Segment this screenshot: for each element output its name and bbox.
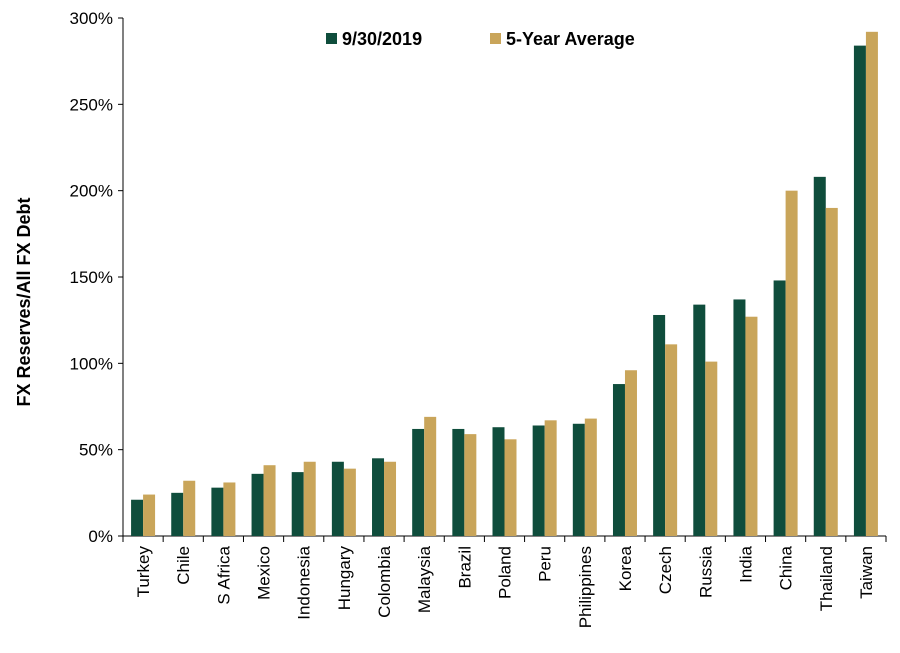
category-label-korea: Korea	[616, 545, 635, 591]
bar-current-mexico	[251, 473, 264, 536]
bar-current-philippines	[572, 423, 585, 536]
category-label-china: China	[777, 545, 796, 590]
bar-five-year-average-malaysia	[424, 416, 437, 536]
bar-five-year-average-philippines	[584, 418, 597, 536]
bar-five-year-average-russia	[705, 361, 718, 536]
bar-five-year-average-turkey	[143, 494, 156, 536]
bar-five-year-average-korea	[624, 370, 637, 536]
bar-current-indonesia	[291, 472, 304, 536]
bar-five-year-average-peru	[544, 420, 557, 536]
bar-five-year-average-czech	[665, 344, 678, 536]
category-label-czech: Czech	[656, 546, 675, 594]
bar-current-korea	[612, 384, 625, 536]
category-label-hungary: Hungary	[335, 546, 354, 611]
legend-swatch-5-year-average	[490, 33, 501, 44]
bar-five-year-average-thailand	[825, 207, 838, 536]
bar-current-china	[773, 280, 786, 536]
bar-five-year-average-s-africa	[223, 482, 236, 536]
legend: 9/30/2019 5-Year Average	[326, 29, 635, 49]
legend-label-9-30-2019: 9/30/2019	[342, 29, 422, 49]
y-axis-title: FX Reserves/All FX Debt	[14, 197, 34, 406]
category-label-thailand: Thailand	[817, 546, 836, 611]
y-tick-label: 0%	[88, 527, 113, 546]
bar-five-year-average-taiwan	[865, 31, 878, 537]
bar-five-year-average-china	[785, 190, 798, 536]
bar-current-brazil	[452, 428, 465, 536]
bar-current-russia	[693, 304, 706, 536]
category-label-mexico: Mexico	[255, 546, 274, 600]
category-label-poland: Poland	[496, 546, 515, 599]
y-tick-label: 300%	[70, 9, 113, 28]
category-label-philippines: Philippines	[576, 546, 595, 628]
y-tick-label: 250%	[70, 95, 113, 114]
y-axis: 0% 50% 100% 150% 200% 250% 300%	[70, 9, 124, 546]
bar-current-czech	[653, 314, 666, 536]
bar-five-year-average-brazil	[464, 434, 477, 536]
y-tick-label: 100%	[70, 354, 113, 373]
bar-current-poland	[492, 427, 505, 536]
category-label-russia: Russia	[696, 545, 715, 598]
category-label-indonesia: Indonesia	[295, 545, 314, 619]
y-tick-label: 50%	[79, 441, 113, 460]
bar-current-hungary	[331, 461, 344, 536]
bar-five-year-average-indonesia	[303, 461, 316, 536]
category-labels: Turkey Chile S Africa Mexico Indonesia Hungar…	[134, 545, 876, 628]
bar-current-chile	[171, 492, 184, 536]
category-label-chile: Chile	[174, 546, 193, 585]
bar-current-s-africa	[211, 487, 224, 536]
bar-current-thailand	[813, 176, 826, 536]
category-label-india: India	[736, 545, 755, 582]
bar-current-malaysia	[412, 428, 425, 536]
bar-five-year-average-colombia	[384, 461, 397, 536]
bar-five-year-average-india	[745, 316, 758, 536]
y-tick-label: 200%	[70, 182, 113, 201]
bar-five-year-average-poland	[504, 439, 517, 536]
bar-current-turkey	[131, 499, 144, 536]
category-label-malaysia: Malaysia	[415, 545, 434, 613]
legend-label-5-year-average: 5-Year Average	[506, 29, 635, 49]
bars	[131, 31, 878, 537]
category-label-colombia: Colombia	[375, 545, 394, 617]
legend-swatch-9-30-2019	[326, 33, 337, 44]
category-label-taiwan: Taiwan	[857, 546, 876, 599]
bar-five-year-average-hungary	[343, 468, 356, 536]
category-label-peru: Peru	[536, 546, 555, 582]
bar-current-india	[733, 299, 746, 536]
x-axis	[122, 535, 887, 542]
bar-five-year-average-mexico	[263, 465, 276, 536]
category-label-s-africa: S Africa	[214, 545, 233, 604]
bar-current-colombia	[372, 458, 385, 536]
bar-five-year-average-chile	[183, 480, 196, 536]
category-label-turkey: Turkey	[134, 546, 153, 598]
bar-current-peru	[532, 425, 545, 536]
y-tick-label: 150%	[70, 268, 113, 287]
category-label-brazil: Brazil	[455, 546, 474, 589]
bar-current-taiwan	[853, 45, 866, 536]
